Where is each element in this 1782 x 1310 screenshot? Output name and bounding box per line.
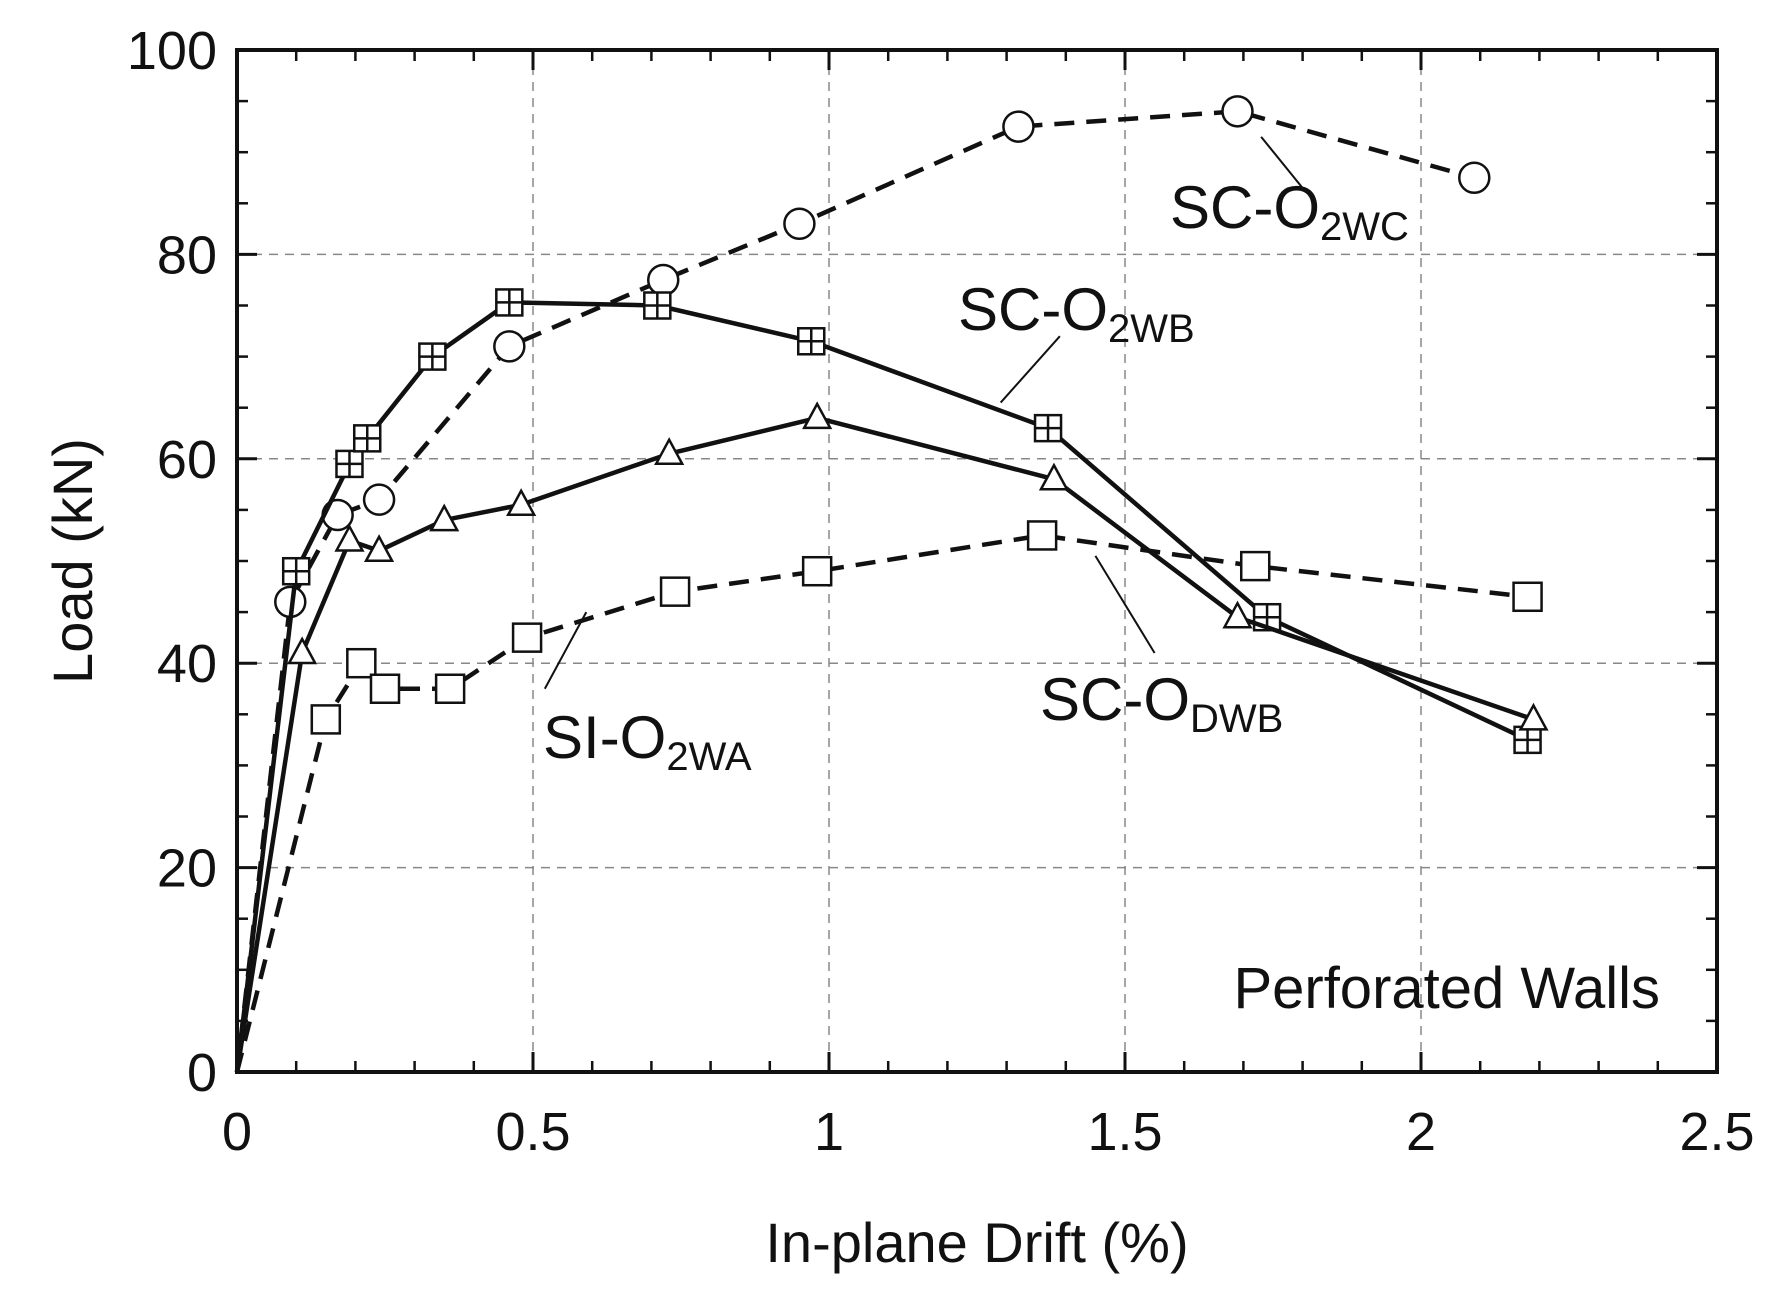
data-point-sc-o2wb [1033,413,1063,443]
data-point-sc-o2wc [783,207,816,240]
x-tick-label: 1.5 [1087,1102,1162,1162]
data-point-si-o2wa-box [1512,581,1543,613]
data-point-sc-o2wc [1458,161,1491,194]
perforated-walls-annotation: Perforated Walls [1233,956,1660,1021]
data-point-sc-o2wc [1002,110,1035,143]
x-tick-label: 1 [814,1102,844,1162]
data-point-si-o2wa [434,673,466,704]
leader-sc-o2wb [999,335,1061,404]
data-point-si-o2wa [369,673,401,704]
data-point-sc-odwb [506,488,537,517]
data-point-si-o2wa-box [511,622,543,653]
leader-sc-o2wc [1260,136,1304,189]
plot-frame [235,48,1719,1074]
data-point-sc-odwb [1518,702,1549,731]
x-tick-label: 2 [1406,1102,1436,1162]
series-label-sc-odwb-sub: DWB [1190,697,1283,741]
series-label-si-o2wa-sub: 2WA [666,735,752,779]
y-tick-label: 20 [157,839,217,899]
series-sc-o2wb [234,288,1542,1073]
data-point-sc-o2wc [362,483,396,516]
data-point-si-o2wa [310,704,342,735]
data-point-si-o2wa [346,647,377,679]
data-point-sc-o2wb [281,556,311,586]
data-point-sc-o2wb [335,449,364,479]
series-layer [234,95,1549,1073]
label-leader-lines [543,136,1304,690]
data-point-si-o2wa [659,576,691,607]
data-point-si-o2wa-box [346,647,377,679]
data-point-sc-odwb [1038,462,1070,491]
y-tick-label: 100 [127,21,217,81]
series-sc-o2wc [234,95,1491,1073]
series-label-sc-o2wb: SC-O2WB [958,276,1195,351]
series-label-sc-o2wb-main: SC-O [958,276,1108,343]
data-point-sc-odwb [654,437,685,465]
data-point-sc-odwb [1222,600,1253,629]
data-point-sc-o2wb [495,288,524,317]
x-tick-label: 2.5 [1679,1102,1754,1162]
data-point-sc-odwb [429,503,460,532]
data-point-si-o2wa-box [434,673,466,704]
y-tick-label: 40 [157,634,217,694]
leader-sc-odwb [1094,555,1156,654]
series-label-sc-o2wc-sub: 2WC [1320,205,1409,249]
tick-marks [235,48,1719,1074]
y-tick-label: 0 [187,1043,217,1103]
data-point-si-o2wa-box [659,576,691,607]
x-axis-title: In-plane Drift (%) [765,1211,1188,1274]
data-point-si-o2wa [511,622,543,653]
leader-si-o2wa [543,611,588,690]
series-label-sc-o2wb-sub: 2WB [1108,307,1195,351]
data-point-sc-odwb [287,636,318,665]
data-point-si-o2wa [1026,520,1058,551]
grid-lines [237,50,1717,1072]
data-point-si-o2wa [801,555,833,587]
y-tick-label: 60 [157,430,217,490]
x-tick-label: 0.5 [495,1102,570,1162]
data-point-sc-o2wc [1221,95,1254,128]
series-label-sc-odwb-main: SC-O [1040,666,1190,733]
data-point-sc-o2wc [493,330,526,363]
series-label-si-o2wa-main: SI-O [543,704,666,771]
data-point-sc-odwb [363,534,395,563]
series-label-sc-o2wc: SC-O2WC [1170,174,1409,249]
data-point-sc-odwb [334,523,365,552]
data-point-si-o2wa-box [801,555,833,587]
data-point-sc-o2wb [352,424,382,453]
data-point-sc-odwb [802,401,833,430]
data-point-sc-o2wb [1513,725,1542,755]
series-si-o2wa [234,520,1543,1073]
tick-labels: 0 0.5 1 1.5 2 2.5 0 20 40 60 80 100 [127,21,1755,1162]
data-point-sc-o2wb [643,291,672,320]
y-tick-label: 80 [157,225,217,285]
series-label-si-o2wa: SI-O2WA [543,704,752,779]
data-point-sc-o2wb [796,327,826,356]
data-point-si-o2wa-box [1239,550,1271,582]
y-axis-title: Load (kN) [41,438,104,684]
series-label-sc-o2wc-main: SC-O [1170,174,1320,241]
data-point-sc-o2wb [418,342,447,371]
data-point-si-o2wa [1239,550,1271,582]
data-point-si-o2wa [1512,581,1543,613]
series-line-sc-o2wc [234,109,1475,1073]
series-sc-odwb [234,401,1549,1073]
data-point-si-o2wa-box [310,704,342,735]
data-point-si-o2wa-box [369,673,401,704]
x-tick-label: 0 [222,1102,252,1162]
data-point-sc-o2wc [646,263,680,297]
series-label-sc-odwb: SC-ODWB [1040,666,1283,741]
data-point-si-o2wa-box [1026,520,1058,551]
